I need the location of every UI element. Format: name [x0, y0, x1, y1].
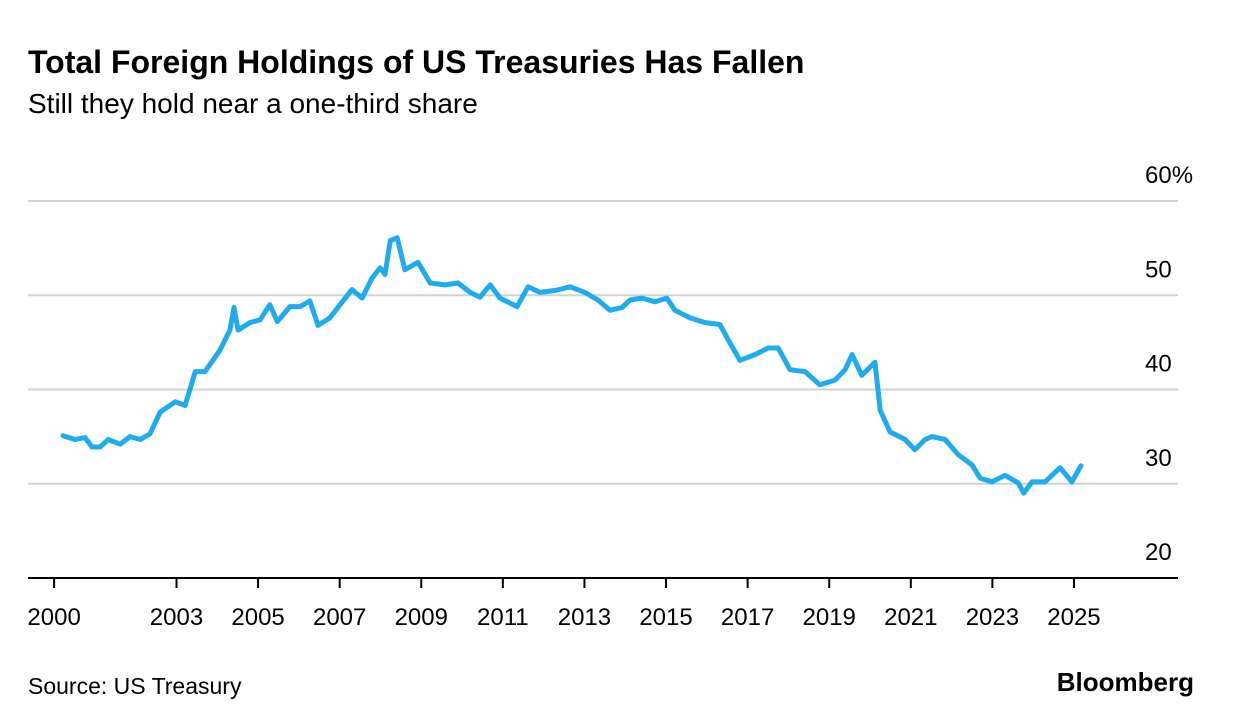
x-tick-label: 2011 [477, 604, 529, 631]
y-tick-label: 40 [1145, 351, 1172, 378]
x-tick-label: 2023 [966, 604, 1019, 631]
x-tick-label: 2003 [150, 604, 203, 631]
x-tick-label: 2019 [803, 604, 856, 631]
chart-subtitle: Still they hold near a one-third share [28, 88, 478, 119]
x-tick-label: 2009 [395, 604, 448, 631]
x-tick-label: 2000 [27, 604, 80, 631]
y-tick-label: 60% [1145, 162, 1193, 189]
y-tick-label: 50 [1145, 256, 1172, 283]
x-tick-label: 2017 [721, 604, 774, 631]
x-tick-label: 2013 [558, 604, 611, 631]
data-line [60, 235, 1084, 496]
y-tick-label: 30 [1145, 445, 1172, 472]
x-tick-label: 2007 [313, 604, 366, 631]
chart-title: Total Foreign Holdings of US Treasuries … [28, 44, 804, 80]
x-tick-label: 2015 [639, 604, 692, 631]
source: Source: US Treasury [28, 673, 242, 699]
x-tick-label: 2025 [1047, 604, 1100, 631]
logo: Bloomberg [1057, 667, 1194, 697]
x-tick-label: 2021 [884, 604, 937, 631]
y-tick-label: 20 [1145, 539, 1172, 566]
x-tick-label: 2005 [231, 604, 284, 631]
